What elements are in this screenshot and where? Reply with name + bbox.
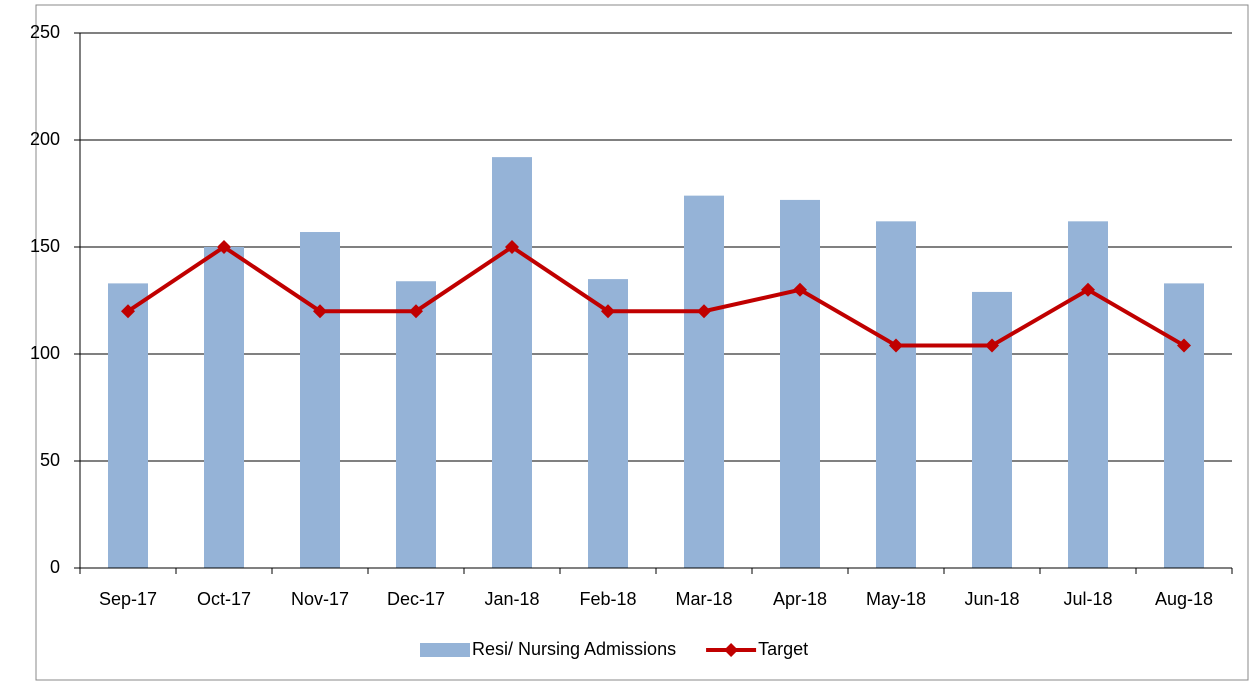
bar: [876, 221, 916, 568]
bar: [300, 232, 340, 568]
x-tick-label: Jun-18: [964, 589, 1019, 609]
bar: [972, 291, 1012, 568]
x-tick-label: Jul-18: [1063, 589, 1112, 609]
line-marker: [793, 282, 807, 297]
line-marker: [505, 240, 519, 254]
line-marker: [217, 240, 231, 254]
y-tick-label: 150: [30, 236, 60, 256]
x-tick-label: Aug-18: [1155, 589, 1213, 609]
x-tick-label: Mar-18: [675, 589, 732, 609]
y-tick-label: 50: [40, 450, 60, 470]
legend-swatch: [420, 643, 470, 657]
line-marker: [409, 304, 423, 319]
x-tick-label: May-18: [866, 589, 926, 609]
bar: [780, 199, 820, 569]
x-tick-label: Nov-17: [291, 589, 349, 609]
x-tick-label: Dec-17: [387, 589, 445, 609]
bar: [1164, 283, 1204, 568]
line: [126, 244, 1186, 348]
line-marker: [697, 304, 711, 319]
x-tick-label: Oct-17: [197, 589, 251, 609]
line-marker: [1081, 282, 1095, 297]
y-tick-label: 100: [30, 343, 60, 363]
bar: [588, 279, 628, 568]
legend-label: Resi/ Nursing Admissions: [472, 639, 676, 659]
line-marker: [313, 304, 327, 319]
bar: [396, 281, 436, 568]
line-marker: [121, 304, 135, 319]
y-tick-label: 250: [30, 22, 60, 42]
line-marker: [889, 338, 903, 353]
x-tick-label: Sep-17: [99, 589, 157, 609]
y-tick-label: 0: [50, 557, 60, 577]
bar: [1068, 221, 1108, 568]
line-marker: [985, 338, 999, 353]
legend-label: Target: [758, 639, 808, 659]
bar: [108, 283, 148, 568]
x-tick-label: Feb-18: [579, 589, 636, 609]
bar: [492, 157, 532, 568]
x-tick-label: Apr-18: [773, 589, 827, 609]
legend-marker: [724, 643, 739, 657]
line-marker: [1177, 338, 1191, 353]
x-tick-label: Jan-18: [484, 589, 539, 609]
bar: [684, 195, 724, 568]
y-tick-label: 200: [30, 129, 60, 149]
line-marker: [601, 304, 615, 319]
bar: [204, 247, 244, 568]
